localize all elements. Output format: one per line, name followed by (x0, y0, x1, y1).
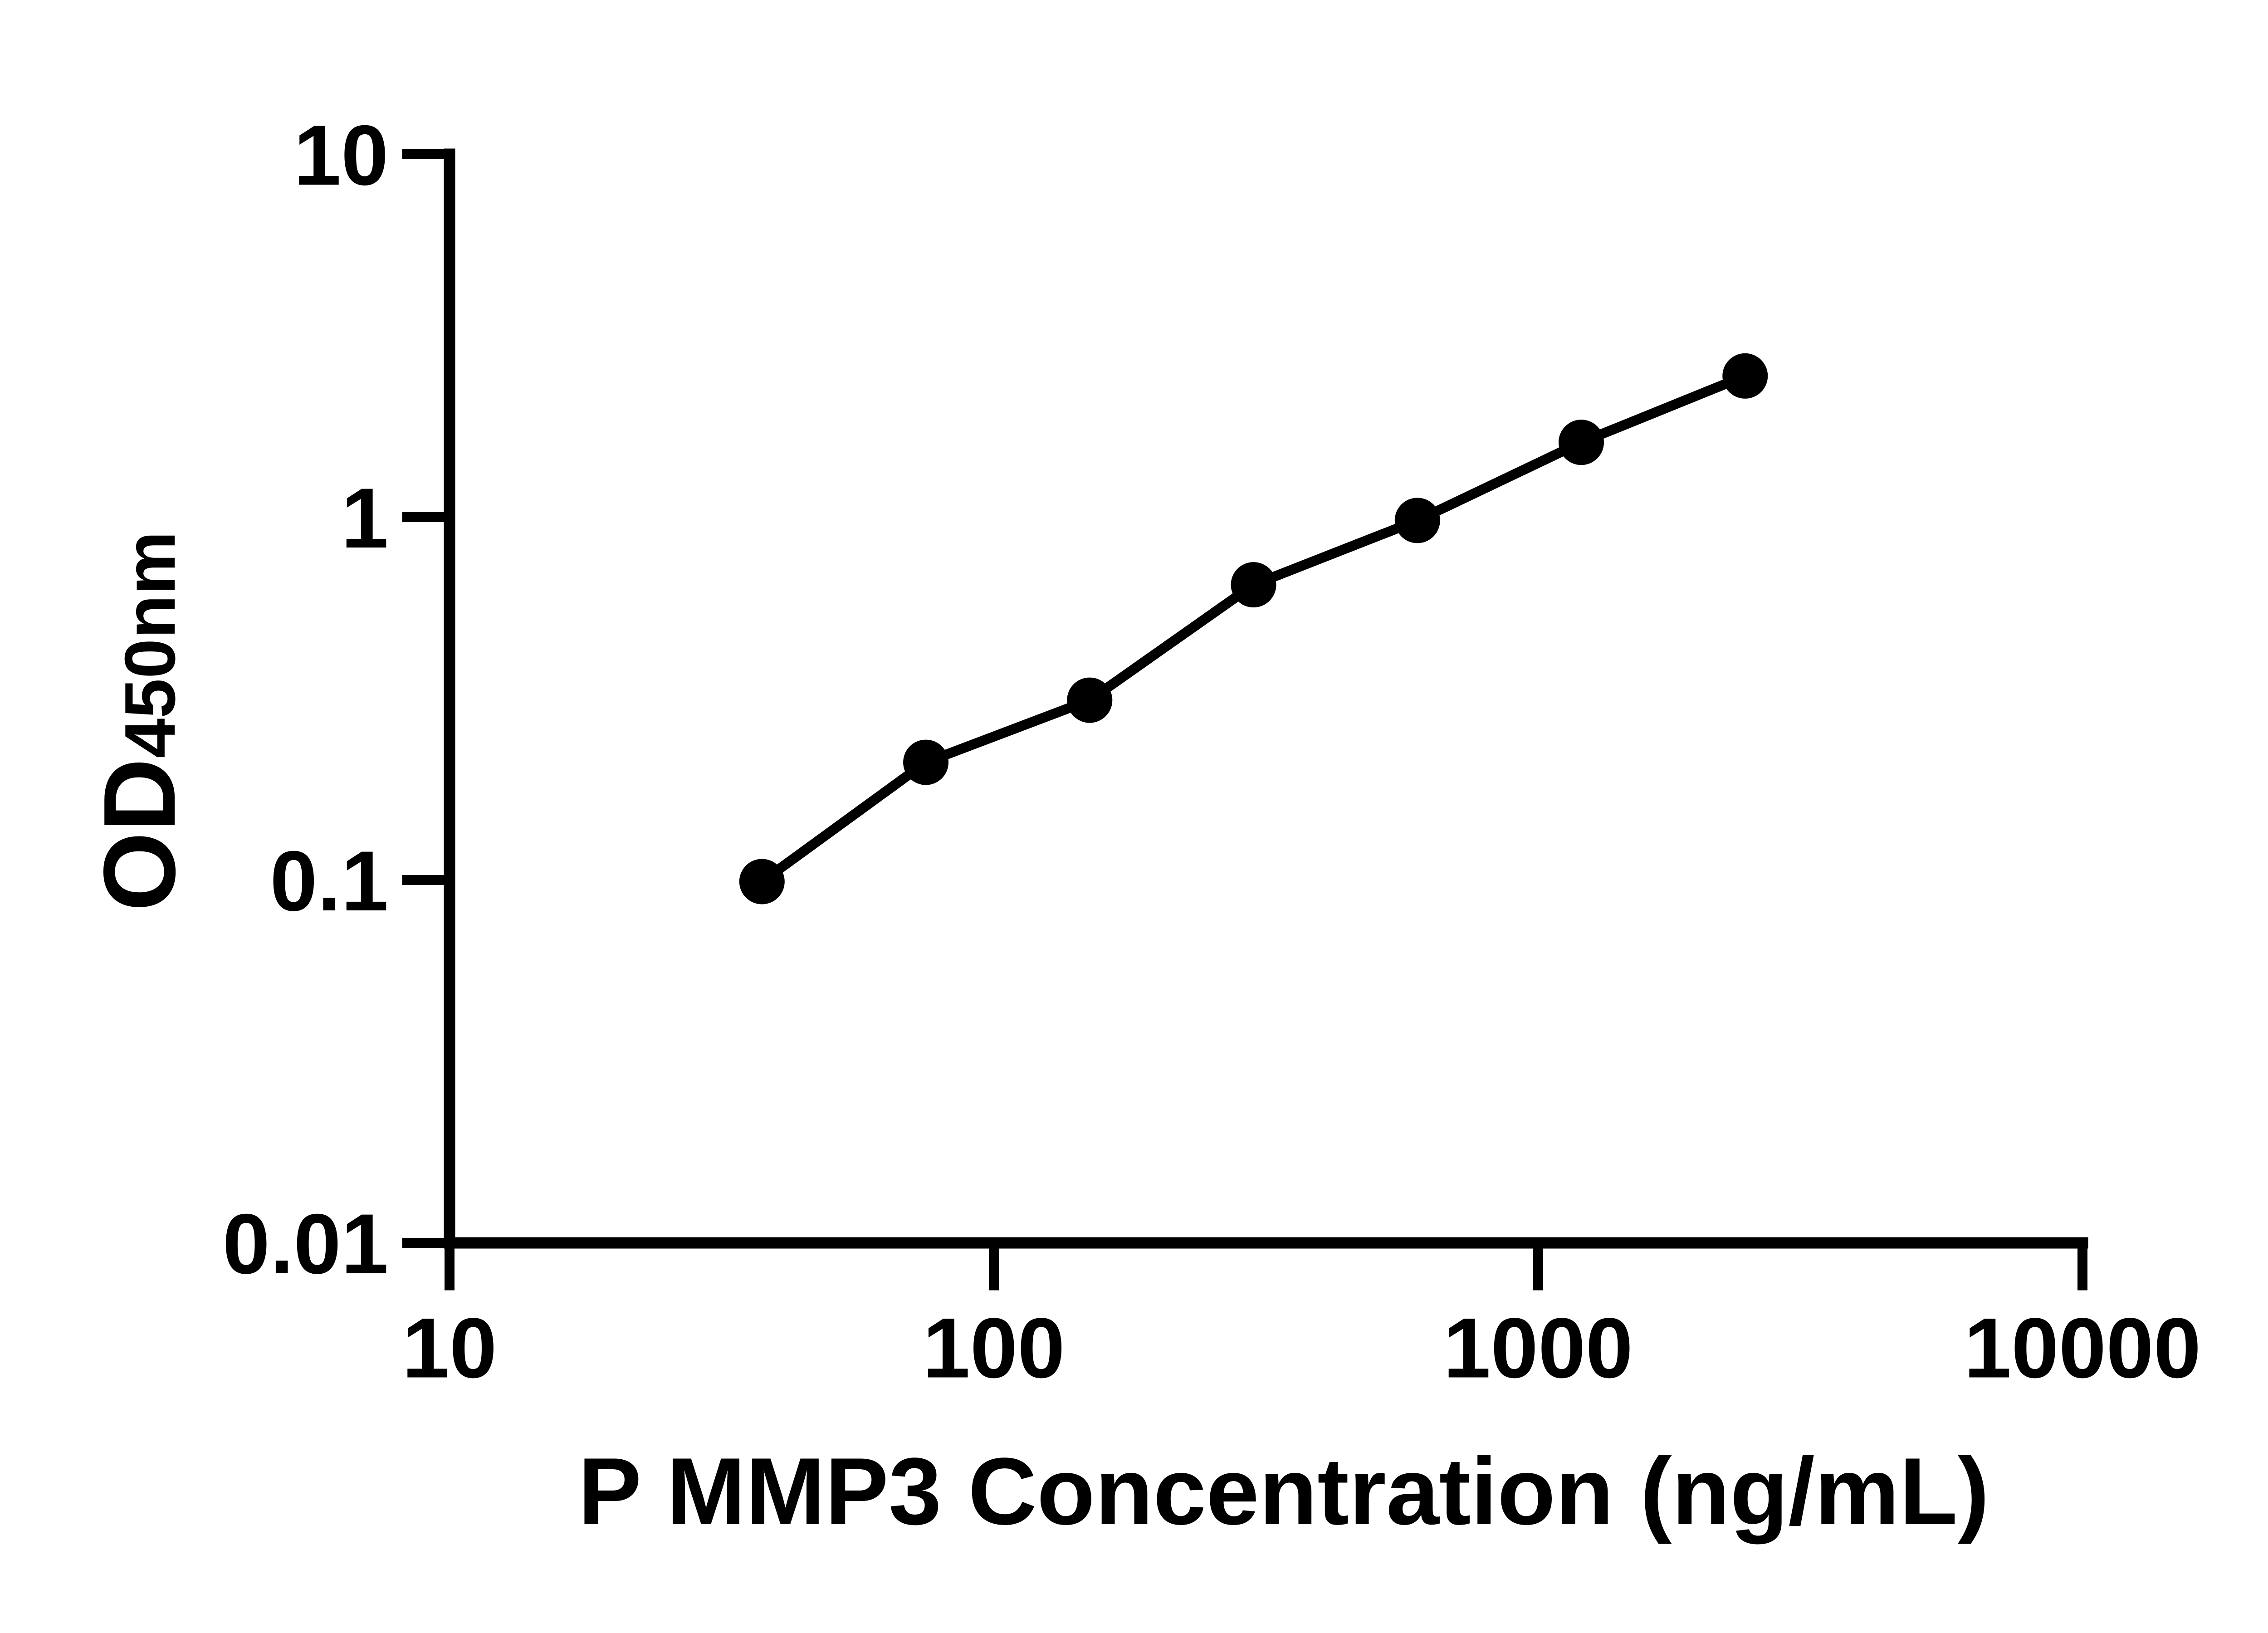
x-axis-title: P MMP3 Concentration (ng/mL) (578, 1438, 1989, 1545)
y-axis-title: OD450nm (82, 531, 196, 911)
x-tick-label: 100 (923, 1301, 1065, 1396)
data-point-marker (1394, 498, 1440, 543)
x-tick-label: 1000 (1443, 1301, 1633, 1396)
data-point-marker (1722, 353, 1768, 399)
data-point-marker (739, 859, 785, 905)
x-tick-label: 10000 (1964, 1301, 2201, 1396)
y-tick-label: 0.1 (270, 833, 388, 929)
data-point-marker (1231, 562, 1276, 608)
y-axis-title-subscript: 450nm (110, 531, 190, 758)
y-tick-label: 1 (341, 470, 389, 566)
x-tick-label: 10 (402, 1301, 497, 1396)
data-point-marker (1067, 677, 1113, 723)
y-axis-title-main: OD (82, 758, 196, 912)
data-point-marker (903, 739, 949, 785)
y-tick-label: 0.01 (223, 1196, 389, 1291)
y-tick-label: 10 (293, 108, 388, 203)
data-point-marker (1559, 420, 1604, 465)
